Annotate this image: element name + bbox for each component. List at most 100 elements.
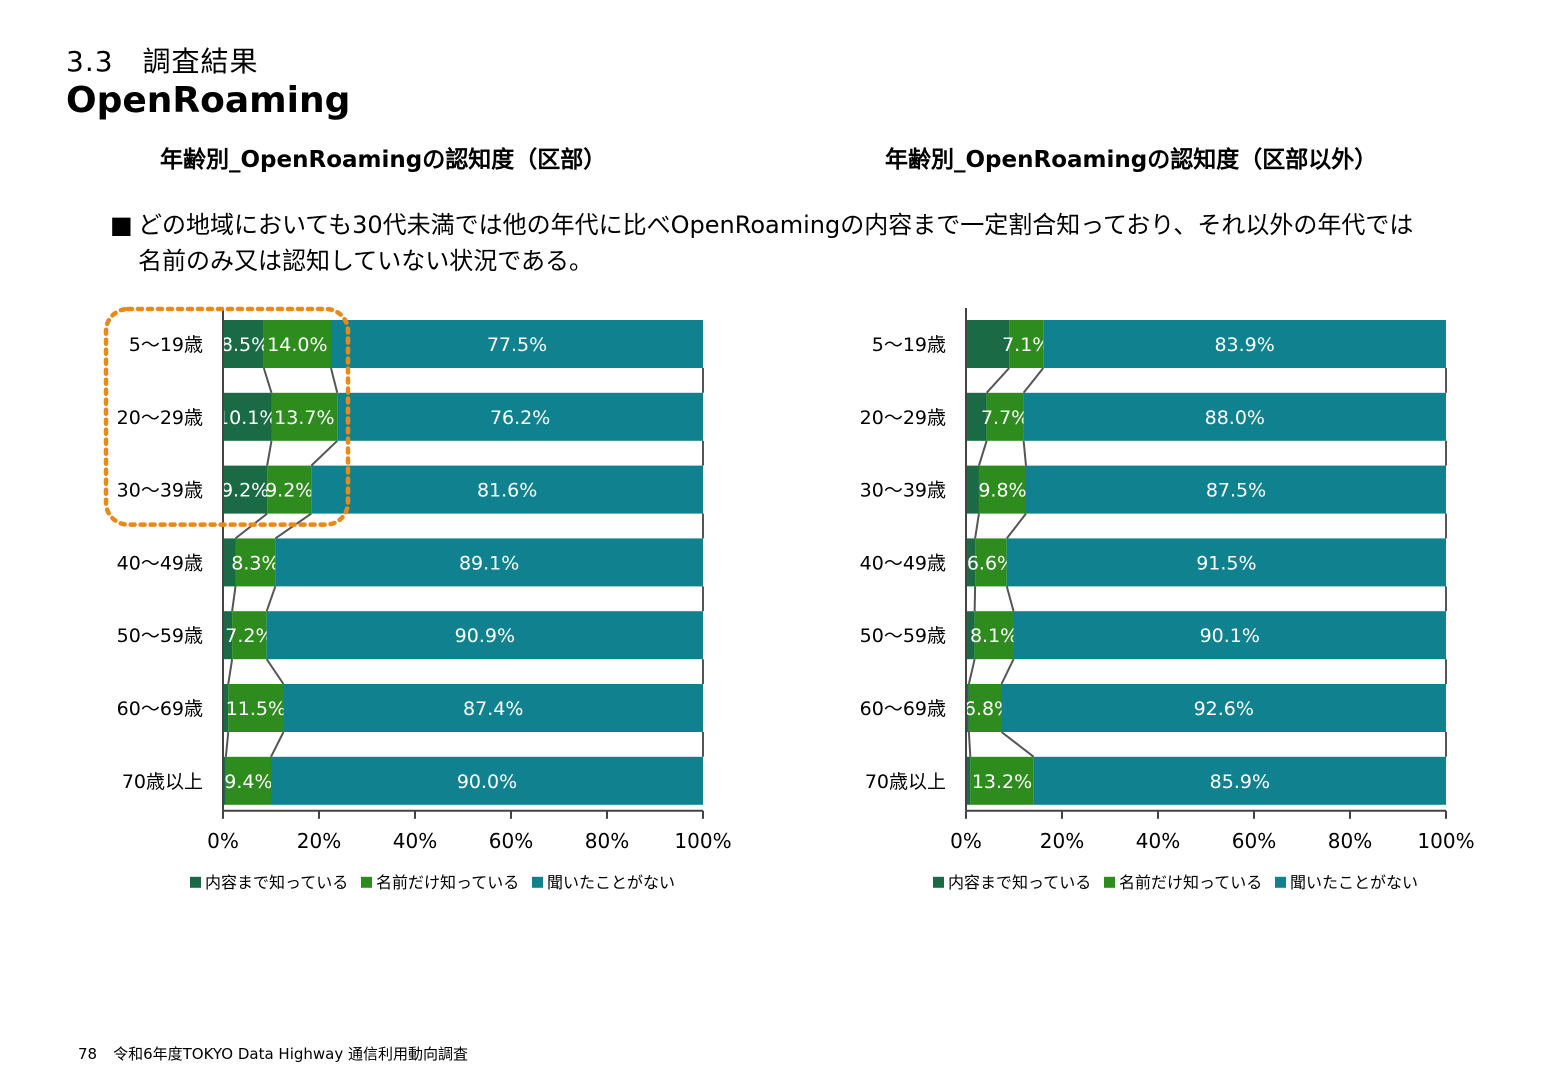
data-label: 7.2% [225, 625, 273, 647]
series-connector-line [1000, 658, 1015, 685]
x-tick-label: 60% [1232, 829, 1276, 853]
legend-swatch [1275, 876, 1286, 888]
data-label: 83.9% [1214, 334, 1274, 356]
section-heading: 3.3 調査結果 [66, 45, 259, 78]
data-label: 7.1% [1002, 334, 1050, 356]
bar-segment [223, 756, 226, 805]
series-connector-line [265, 586, 277, 612]
data-label: 89.1% [459, 552, 519, 574]
bar-segment [223, 320, 264, 368]
series-connector-line [265, 658, 285, 685]
bullet-marker: ■ [110, 211, 133, 239]
bar-segment [1023, 392, 1446, 441]
data-label: 9.4% [224, 771, 272, 793]
footer-text: 令和6年度TOKYO Data Highway 通信利用動向調査 [113, 1045, 468, 1063]
x-tick-label: 80% [1328, 829, 1372, 853]
category-label: 60〜69歳 [117, 698, 203, 720]
data-label: 13.2% [972, 771, 1032, 793]
bar-segment [974, 611, 1014, 660]
data-label: 76.2% [490, 407, 550, 429]
chart-right: 7.1% 83.9% 5〜19歳 7.7% 88.0% 20〜29歳 9.8% 87.5% 30… [860, 308, 1475, 892]
data-label: 8.3% [231, 552, 279, 574]
data-label: 9.2% [265, 480, 313, 502]
series-connector-line [231, 586, 237, 612]
bar-segment [966, 611, 975, 660]
legend-swatch [933, 876, 944, 888]
legend-label: 内容まで知っている [948, 873, 1091, 892]
x-tick-label: 80% [585, 829, 629, 853]
bar-segment [1001, 684, 1446, 732]
data-label: 81.6% [477, 480, 537, 502]
legend-swatch [361, 876, 372, 888]
data-label: 91.5% [1196, 552, 1256, 574]
bar-segment [1026, 465, 1446, 514]
data-label: 90.1% [1200, 625, 1260, 647]
legend-label: 内容まで知っている [205, 873, 348, 892]
data-label: 6.6% [967, 552, 1015, 574]
series-connector-line [1000, 731, 1035, 758]
bar-segment [337, 392, 703, 441]
data-label: 14.0% [267, 334, 327, 356]
data-label: 11.5% [226, 698, 286, 720]
bar-segment [968, 684, 1002, 732]
bar-segment [271, 392, 338, 441]
series-connector-line [1006, 512, 1027, 540]
bar-segment [228, 684, 284, 732]
bar-segment [223, 538, 236, 587]
series-connector-line [1005, 586, 1015, 612]
x-tick-label: 100% [674, 829, 731, 853]
category-label: 40〜49歳 [117, 552, 203, 574]
category-label: 30〜39歳 [860, 480, 946, 502]
series-connector-line [967, 658, 976, 685]
data-label: 77.5% [487, 334, 547, 356]
series-connector-line [985, 367, 1010, 394]
bar-segment [1006, 538, 1446, 587]
bar-segment [1013, 611, 1446, 660]
footer: 78 令和6年度TOKYO Data Highway 通信利用動向調査 [78, 1043, 468, 1064]
series-connector-line [330, 367, 339, 394]
bar-segment [271, 756, 703, 805]
data-label: 13.7% [274, 407, 334, 429]
bar-segment [223, 465, 268, 514]
x-tick-label: 40% [1136, 829, 1180, 853]
data-label: 87.4% [463, 698, 523, 720]
x-tick-label: 0% [207, 829, 239, 853]
series-connector-line [967, 731, 972, 757]
bar-segment [986, 392, 1024, 441]
data-label: 9.8% [978, 480, 1026, 502]
series-connector-line [974, 513, 980, 539]
series-connector-line [266, 440, 273, 466]
bar-segment [331, 320, 703, 368]
summary-line-1: どの地域においても30代未満では他の年代に比べOpenRoamingの内容まで一… [138, 211, 1414, 239]
bar-segment [223, 684, 229, 732]
legend-swatch [532, 876, 543, 888]
category-label: 20〜29歳 [117, 407, 203, 429]
category-label: 20〜29歳 [860, 407, 946, 429]
legend-label: 聞いたことがない [547, 873, 675, 892]
category-label: 5〜19歳 [872, 334, 946, 356]
bar-segment [235, 538, 276, 587]
data-label: 90.9% [455, 625, 515, 647]
category-label: 5〜19歳 [129, 334, 203, 356]
legend-swatch [190, 876, 201, 888]
data-label: 8.1% [970, 625, 1018, 647]
bar-segment [966, 684, 969, 732]
x-tick-label: 100% [1417, 829, 1474, 853]
bar-segment [978, 465, 1026, 514]
bar-segment [975, 538, 1007, 587]
data-label: 92.6% [1194, 698, 1254, 720]
category-label: 70歳以上 [865, 771, 946, 793]
series-connector-line [224, 731, 230, 757]
x-tick-label: 0% [950, 829, 982, 853]
x-tick-label: 40% [393, 829, 437, 853]
chart-title-right: 年齢別_OpenRoamingの認知度（区部以外） [885, 147, 1378, 173]
category-label: 60〜69歳 [860, 698, 946, 720]
summary-bullet: ■ どの地域においても30代未満では他の年代に比べOpenRoamingの内容まで… [110, 207, 1480, 279]
series-connector-line [1022, 440, 1027, 466]
bar-segment [263, 320, 331, 368]
category-label: 50〜59歳 [117, 625, 203, 647]
page-title: OpenRoaming [66, 80, 351, 121]
legend-swatch [1104, 876, 1115, 888]
category-label: 30〜39歳 [117, 480, 203, 502]
data-label: 87.5% [1206, 480, 1266, 502]
